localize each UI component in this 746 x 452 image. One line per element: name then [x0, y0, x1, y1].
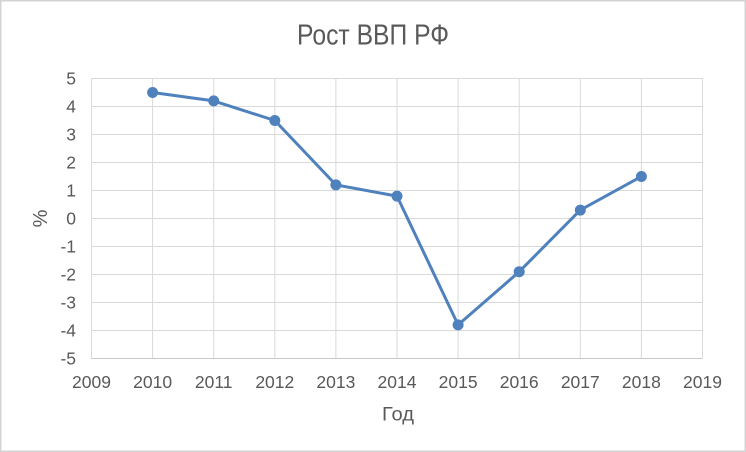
svg-text:%: % — [30, 209, 52, 227]
svg-text:-2: -2 — [60, 265, 76, 285]
svg-text:0: 0 — [66, 209, 76, 229]
svg-text:1: 1 — [66, 181, 76, 201]
svg-text:2014: 2014 — [378, 372, 417, 392]
svg-text:-5: -5 — [60, 349, 76, 369]
svg-text:3: 3 — [66, 125, 76, 145]
svg-text:-1: -1 — [60, 237, 76, 257]
svg-text:-3: -3 — [60, 293, 76, 313]
svg-text:2015: 2015 — [439, 372, 478, 392]
svg-text:2010: 2010 — [133, 372, 172, 392]
svg-text:2013: 2013 — [316, 372, 355, 392]
svg-text:4: 4 — [66, 97, 76, 117]
svg-text:Рост ВВП РФ: Рост ВВП РФ — [297, 20, 449, 52]
svg-text:2016: 2016 — [500, 372, 539, 392]
svg-text:2019: 2019 — [683, 372, 722, 392]
svg-text:2011: 2011 — [195, 372, 233, 392]
svg-text:2: 2 — [66, 153, 76, 173]
svg-text:5: 5 — [66, 69, 76, 89]
svg-text:-4: -4 — [60, 321, 76, 341]
svg-text:2018: 2018 — [622, 372, 661, 392]
svg-text:2009: 2009 — [72, 372, 111, 392]
svg-text:Год: Год — [382, 404, 415, 426]
svg-text:2017: 2017 — [561, 372, 600, 392]
svg-text:2012: 2012 — [255, 372, 294, 392]
